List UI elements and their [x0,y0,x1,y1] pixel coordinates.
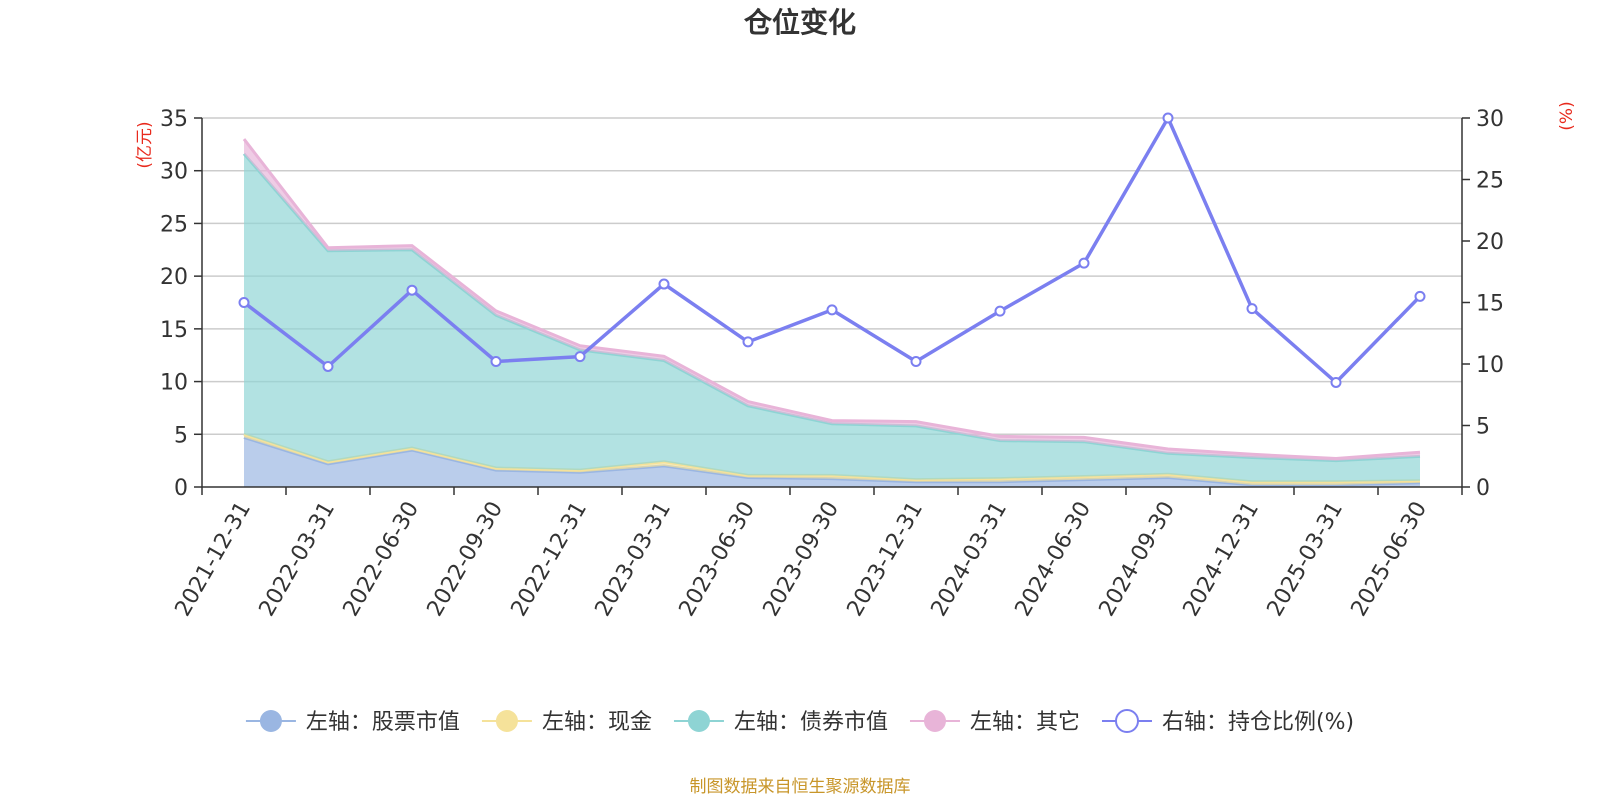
left-tick-label: 0 [174,476,188,501]
x-tick-label: 2023-06-30 [675,498,761,621]
left-tick-label: 25 [160,212,188,237]
ratio-point [238,297,250,308]
x-tick-label: 2021-12-31 [171,498,257,621]
x-tick-label: 2025-03-31 [1263,498,1349,621]
legend-item: 左轴：现金 [481,710,652,735]
left-tick-label: 5 [174,423,188,448]
legend-item: 左轴：其它 [909,710,1080,735]
ratio-point [1414,290,1426,302]
left-tick-label: 30 [160,160,188,185]
right-tick-label: 30 [1476,107,1504,132]
area-左轴：其它 [244,139,1420,461]
right-tick-label: 5 [1476,415,1490,440]
legend-label: 右轴：持仓比例(%) [1162,710,1354,735]
x-tick-label: 2024-06-30 [1011,498,1097,621]
x-tick-label: 2024-03-31 [927,498,1013,621]
ratio-point [322,360,334,372]
x-tick-label: 2023-03-31 [591,498,677,621]
ratio-point [742,336,754,348]
legend-swatch-marker [687,710,710,732]
right-tick-label: 20 [1476,230,1504,255]
x-tick-label: 2025-06-30 [1347,498,1433,621]
ratio-point [910,356,922,368]
area-edge-左轴：其它 [242,138,1421,461]
legend-label: 左轴：其它 [970,710,1080,735]
legend-swatch-marker [495,710,518,732]
x-tick-label: 2022-03-31 [255,498,341,621]
left-tick-label: 20 [160,265,188,290]
ratio-point [574,351,586,363]
legend-swatch-marker [259,710,282,732]
legend-swatch-marker [923,710,946,732]
legend-swatch-marker [1114,709,1139,733]
area-左轴：股票市值 [244,437,1420,487]
x-tick-label: 2022-06-30 [339,498,425,621]
right-axis-unit: (%) [1557,101,1577,130]
legend-item: 左轴：股票市值 [245,710,460,735]
ratio-point [658,278,670,290]
data-source-note: 制图数据来自恒生聚源数据库 [690,777,911,797]
x-tick-label: 2022-12-31 [507,498,593,621]
ratio-point [1078,257,1090,269]
ratio-point [826,304,838,316]
left-tick-label: 10 [160,371,188,396]
right-tick-label: 25 [1476,169,1504,194]
ratio-point [490,356,502,368]
ratio-point [1246,303,1258,315]
area-左轴：债券市值 [244,153,1420,482]
right-tick-label: 15 [1476,292,1504,317]
ratio-point [1330,376,1342,388]
legend-item: 左轴：债券市值 [673,710,888,735]
left-axis-unit: (亿元) [135,121,155,168]
ratio-point [1162,112,1174,124]
ratio-point [406,284,418,296]
legend-label: 左轴：债券市值 [734,710,888,735]
ratio-point [994,305,1006,317]
right-tick-label: 0 [1476,476,1490,501]
legend-label: 左轴：股票市值 [306,710,460,735]
legend-item: 右轴：持仓比例(%) [1101,709,1354,735]
x-tick-label: 2024-09-30 [1095,498,1181,621]
x-tick-label: 2023-09-30 [759,498,845,621]
left-tick-label: 15 [160,318,188,343]
legend-label: 左轴：现金 [542,710,652,735]
legend: 左轴：股票市值 左轴：现金 左轴：债券市值 左轴：其它 右轴：持仓比例(%) [245,709,1354,735]
ratio-line-series [238,112,1426,388]
x-tick-label: 2023-12-31 [843,498,929,621]
x-tick-label: 2024-12-31 [1179,498,1265,621]
left-tick-label: 35 [160,107,188,132]
x-tick-label: 2022-09-30 [423,498,509,621]
stacked-areas [242,138,1421,487]
chart-title: 仓位变化 [744,6,856,39]
right-tick-label: 10 [1476,353,1504,378]
